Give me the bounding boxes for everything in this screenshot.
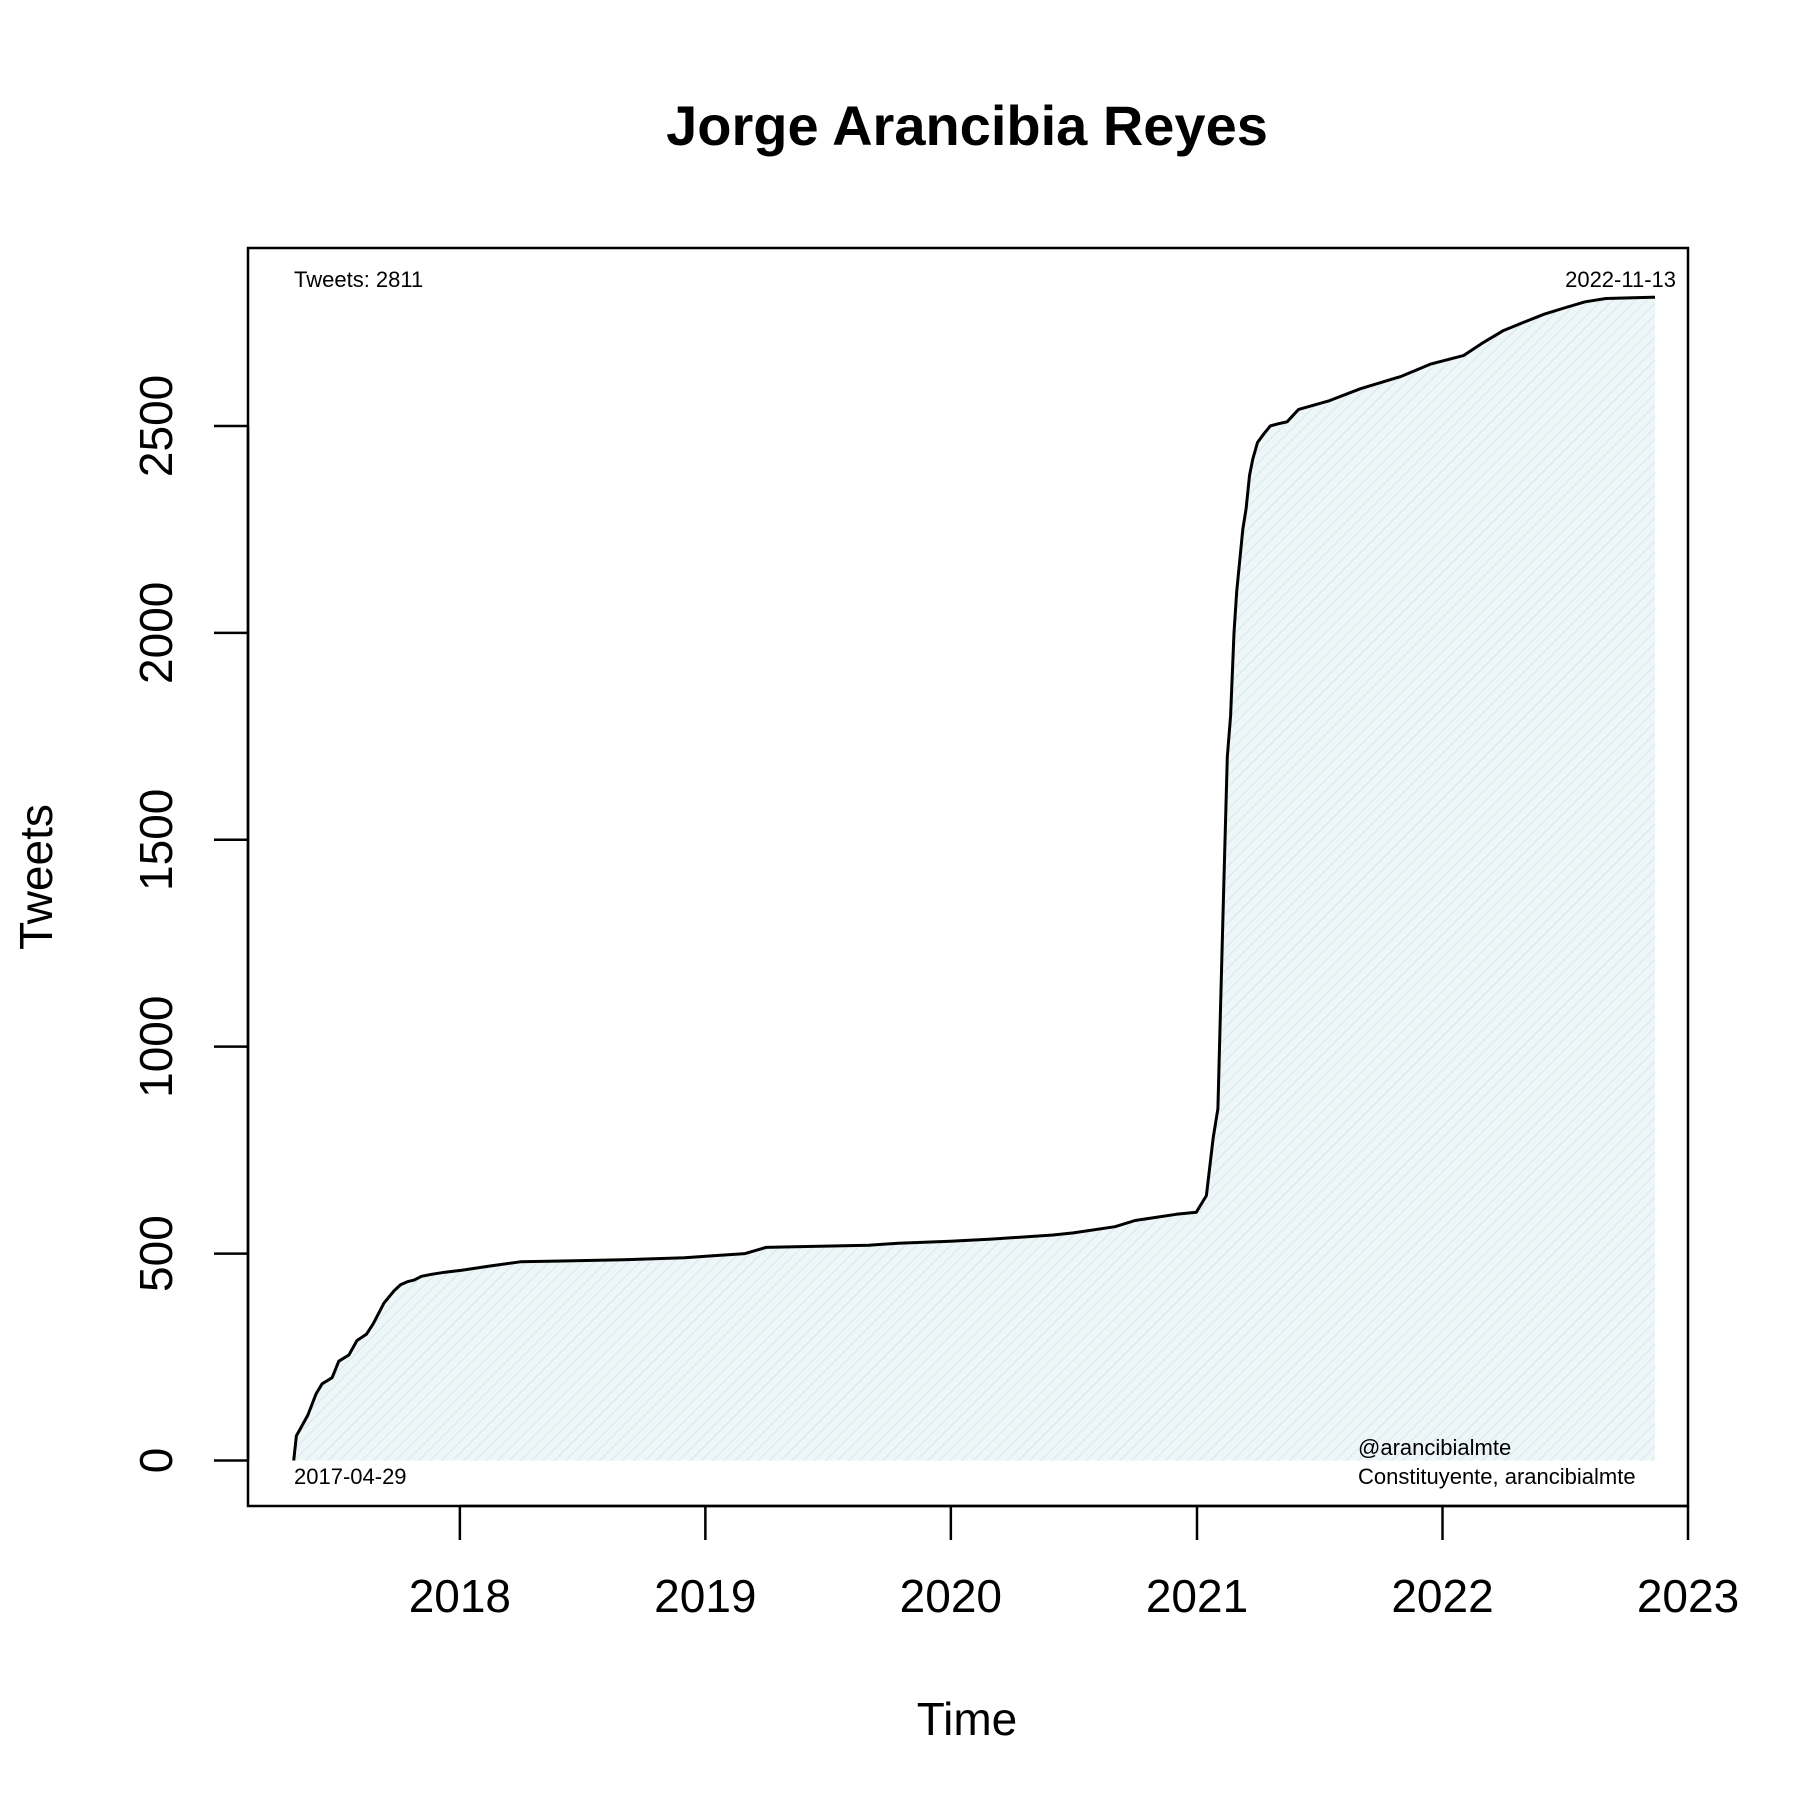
tweet-count-annotation: Tweets: 2811 [294, 267, 423, 292]
start-date-annotation: 2017-04-29 [294, 1464, 407, 1489]
series-area-fill [293, 297, 1656, 1461]
chart-title: Jorge Arancibia Reyes [666, 94, 1268, 157]
y-tick-label: 1500 [130, 789, 182, 891]
plot-area [246, 246, 1690, 1508]
y-axis-label: Tweets [10, 804, 62, 950]
end-date-annotation: 2022-11-13 [1565, 267, 1676, 292]
account-handle-annotation: @arancibialmte [1358, 1435, 1511, 1460]
x-tick-label: 2018 [409, 1570, 511, 1622]
x-tick-label: 2020 [900, 1570, 1002, 1622]
x-tick-label: 2023 [1637, 1570, 1739, 1622]
x-axis: 2018 2019 2020 2021 2022 2023 [409, 1504, 1739, 1622]
y-tick-label: 500 [130, 1215, 182, 1292]
series-line [292, 295, 1656, 1461]
y-tick-label: 0 [130, 1448, 182, 1474]
x-tick-label: 2021 [1146, 1570, 1248, 1622]
x-axis-label: Time [917, 1693, 1018, 1745]
account-description-annotation: Constituyente, arancibialmte [1358, 1464, 1636, 1489]
y-axis: 0 500 1000 1500 2000 2500 [130, 375, 250, 1474]
y-tick-label: 1000 [130, 996, 182, 1098]
x-tick-label: 2022 [1391, 1570, 1493, 1622]
x-tick-label: 2019 [654, 1570, 756, 1622]
y-tick-label: 2000 [130, 582, 182, 684]
y-tick-label: 2500 [130, 375, 182, 477]
